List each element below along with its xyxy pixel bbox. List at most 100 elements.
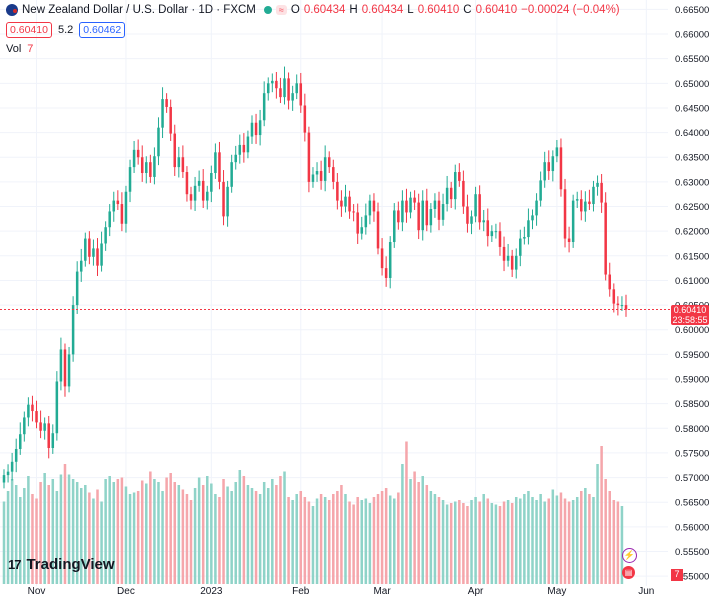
candle-body [104,227,107,244]
time-tick-label: Apr [468,586,484,597]
volume-bar [210,483,213,584]
candle-body [43,423,46,431]
candle-body [287,78,290,101]
candle-body [75,271,79,306]
candle-body [181,157,185,173]
spread-value: 5.2 [57,24,74,36]
candle-body [84,238,87,261]
candle-body [59,349,63,382]
price-tick-label: 0.63500 [675,153,709,164]
high-value: 0.60434 [361,4,404,16]
candle-body [604,202,607,275]
volume-bar [510,503,514,584]
volume-bar [31,494,34,584]
price-tick-label: 0.65000 [675,79,709,90]
volume-bar [421,476,424,584]
candle-body [35,411,38,423]
candle-body [620,305,624,307]
candle-body [474,194,477,217]
volume-bar [67,474,71,584]
volume-bar [336,491,339,584]
volume-bar [584,488,587,584]
time-tick-label: Jun [638,586,654,597]
volume-bar [506,500,510,584]
candle-body [88,238,91,257]
candle-body [71,305,75,355]
candle-body [376,211,380,249]
price-tick-label: 0.55500 [675,547,709,558]
candle-body [112,200,116,212]
volume-bar [311,506,315,584]
volume-bar [100,501,103,584]
volume-bar [527,491,530,584]
candle-body [616,303,620,306]
candle-body [165,99,168,107]
price-tick-label: 0.58000 [675,424,709,435]
volume-bar [303,497,307,584]
candle-body [380,248,384,269]
volume-bar [356,497,359,584]
candle-body [571,200,575,243]
volume-bar [449,503,453,584]
candle-body [575,199,579,201]
candle-body [514,255,518,270]
volume-bar [63,464,67,584]
candle-body [185,172,189,195]
candle-body [63,349,67,387]
volume-bar [75,482,79,584]
candle-body [332,167,335,182]
close-label: C [463,4,472,16]
candle-body [327,157,331,168]
candle-body [177,157,181,168]
volume-bar [6,491,10,584]
volume-bar [189,500,193,584]
volume-bar [612,500,616,584]
volume-bar [388,495,392,584]
candle-body [169,106,172,134]
tradingview-wordmark: TradingView [26,556,115,573]
compare-icon[interactable]: ≈ [275,5,287,15]
market-status-icon[interactable] [263,6,272,14]
candle-body [580,199,583,212]
volume-bar [234,482,237,584]
sell-button[interactable]: 0.60410 [6,22,52,38]
candle-body [356,212,359,234]
volume-bar [128,494,132,584]
volume-bar [453,501,457,584]
price-tick-label: 0.57000 [675,473,709,484]
candle-body [364,215,368,228]
candle-body [397,210,400,223]
candle-body [388,242,392,278]
candle-body [295,83,298,94]
volume-legend[interactable]: Vol 7 [6,43,33,55]
volume-bar [352,504,355,584]
us-flag-event-icon[interactable]: ▤ [622,566,635,579]
symbol-title[interactable]: New Zealand Dollar / U.S. Dollar · 1D · … [22,4,256,16]
volume-bar [218,497,221,584]
time-axis[interactable]: Nov Dec 2023 Feb Mar Apr May Jun [28,586,655,597]
volume-bar [262,482,266,584]
time-tick-label: 2023 [200,586,223,597]
price-tick-label: 0.59000 [675,375,709,386]
volume-bar [250,488,254,584]
low-value: 0.60410 [417,4,460,16]
candle-body [506,255,510,261]
volume-bar [514,497,518,584]
volume-bar [161,491,164,584]
price-axis[interactable]: 0.55000 0.55500 0.56000 0.56500 0.57000 0.575… [675,5,709,583]
lightning-event-icon[interactable]: ⚡ [622,548,637,563]
price-tick-label: 0.66500 [675,5,709,16]
bar-countdown: 23:58:55 [672,315,708,325]
volume-bar [417,482,420,584]
volume-bar [27,476,30,584]
tradingview-logo[interactable]: 17 TradingView [8,556,115,573]
candle-body [161,99,164,128]
volume-bar [165,477,168,584]
volume-bar [258,494,262,584]
volume-bar [502,501,506,584]
open-value: 0.60434 [303,4,346,16]
candle-body [360,227,364,234]
volume-bar [35,498,38,584]
buy-button[interactable]: 0.60462 [79,22,126,38]
